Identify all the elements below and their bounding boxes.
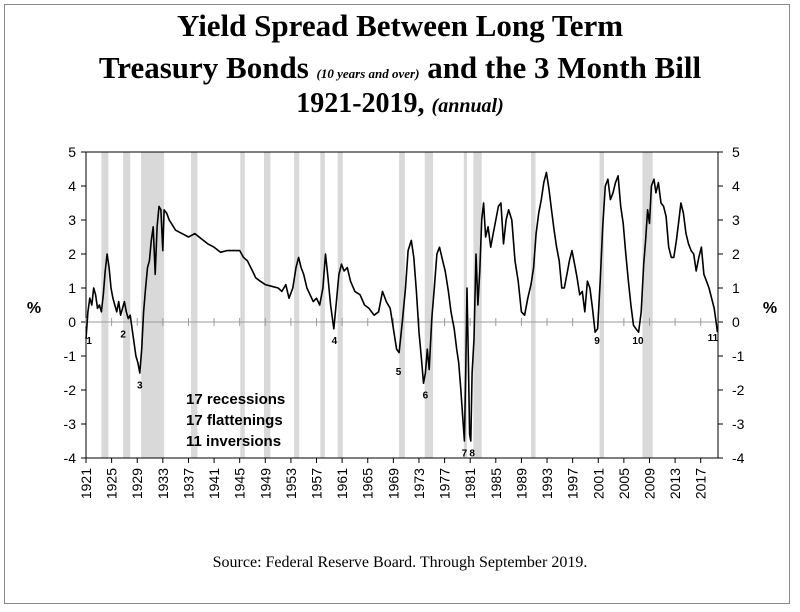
x-tick-label: 1985 (488, 468, 504, 499)
recession-band (642, 152, 653, 458)
recession-band (399, 152, 405, 458)
stat-recessions: 17 recessions (186, 391, 286, 408)
inversion-marker-label: 7 (462, 448, 468, 459)
x-tick-label: 1981 (462, 468, 478, 499)
stats-annotation: 17 recessions 17 flattenings 11 inversio… (186, 389, 285, 452)
recession-band (191, 152, 198, 458)
inversion-marker-label: 11 (708, 333, 719, 344)
x-tick-label: 1933 (155, 468, 171, 499)
inversion-marker-label: 1 (86, 336, 92, 347)
inversion-marker-label: 9 (594, 336, 600, 347)
x-tick-label: 2001 (590, 468, 606, 499)
recession-bands (101, 152, 653, 458)
x-tick-label: 1957 (309, 468, 325, 499)
recession-band (264, 152, 271, 458)
x-tick-label: 1941 (206, 468, 222, 499)
chart-title-line-3: 1921-2019, (annual) (296, 88, 504, 119)
labels: 5 54 43 32 21 10 0-1 -1-2 -2-3 -3-4 -4% %1921 1925 19… (27, 144, 777, 499)
recession-band (337, 152, 343, 458)
inversion-marker-label: 4 (332, 336, 338, 347)
y-tick-label-right: -3 (732, 416, 745, 432)
recession-band (463, 152, 467, 458)
chart-title-line-1: Yield Spread Between Long Term (176, 8, 624, 43)
y-tick-label-left: 3 (68, 212, 76, 228)
y-tick-label-right: -4 (732, 450, 745, 466)
y-tick-label-left: 0 (68, 314, 76, 330)
title-note-maturity: (10 years and over) (316, 66, 420, 81)
x-tick-label: 2017 (693, 468, 709, 499)
x-tick-label: 1965 (360, 468, 376, 499)
y-tick-label-left: 4 (68, 178, 76, 194)
source-note: Source: Federal Reserve Board. Through S… (212, 554, 588, 571)
y-tick-label-right: 4 (732, 178, 740, 194)
recession-band (123, 152, 131, 458)
x-tick-label: 1997 (565, 468, 581, 499)
x-tick-label: 1953 (283, 468, 299, 499)
recession-band (294, 152, 300, 458)
y-tick-label-left: -4 (64, 450, 77, 466)
x-tick-label: 1973 (411, 468, 427, 499)
inversion-marker-label: 2 (120, 329, 126, 340)
plot-area-border (85, 151, 719, 459)
y-tick-label-right: 2 (732, 246, 740, 262)
recession-band (141, 152, 165, 458)
y-tick-label-left: 2 (68, 246, 76, 262)
recession-band (424, 152, 434, 458)
x-tick-label: 1969 (385, 468, 401, 499)
stat-inversions: 11 inversions (186, 433, 282, 450)
x-tick-label: 1937 (180, 468, 196, 499)
series-line-yield-spread (85, 171, 719, 442)
y-tick-label-right: 3 (732, 212, 740, 228)
y-tick-label-left: -3 (64, 416, 77, 432)
inversion-marker-label: 8 (469, 448, 475, 459)
x-tick-label: 1949 (257, 468, 273, 499)
y-axis-label-left: % (27, 300, 41, 317)
x-tick-label: 2013 (667, 468, 683, 499)
stat-flattenings: 17 flattenings (186, 412, 283, 429)
x-tick-label: 1929 (129, 468, 145, 499)
recession-band (531, 152, 536, 458)
y-tick-label-left: 1 (68, 280, 76, 296)
inversion-marker-label: 10 (632, 336, 644, 347)
y-tick-label-left: 5 (68, 144, 76, 160)
title-note-annual: (annual) (431, 95, 504, 117)
chart-frame (4, 4, 790, 604)
inversion-marker-label: 6 (423, 391, 429, 402)
y-axis-label-right: % (763, 300, 777, 317)
series-layer (85, 171, 719, 442)
recession-band (240, 152, 245, 458)
y-tick-label-left: -2 (64, 382, 77, 398)
x-tick-label: 1989 (513, 468, 529, 499)
recession-band (320, 152, 325, 458)
recession-band (101, 152, 109, 458)
x-tick-label: 1921 (78, 468, 94, 499)
y-tick-label-right: -1 (732, 348, 745, 364)
x-tick-label: 1945 (232, 468, 248, 499)
chart-title-line-2: Treasury Bonds (10 years and over) and t… (98, 50, 702, 85)
x-tick-label: 2005 (616, 468, 632, 499)
inversion-marker-label: 3 (137, 380, 143, 391)
y-tick-label-right: 5 (732, 144, 740, 160)
x-tick-label: 1993 (539, 468, 555, 499)
x-tick-label: 1925 (104, 468, 120, 499)
recession-band (599, 152, 605, 458)
inversion-marker-label: 5 (396, 367, 402, 378)
x-tick-label: 2009 (641, 468, 657, 499)
y-tick-label-right: 1 (732, 280, 740, 296)
x-tick-label: 1961 (334, 468, 350, 499)
x-tick-label: 1977 (437, 468, 453, 499)
y-tick-label-left: -1 (64, 348, 77, 364)
y-tick-label-right: -2 (732, 382, 745, 398)
y-tick-label-right: 0 (732, 314, 740, 330)
